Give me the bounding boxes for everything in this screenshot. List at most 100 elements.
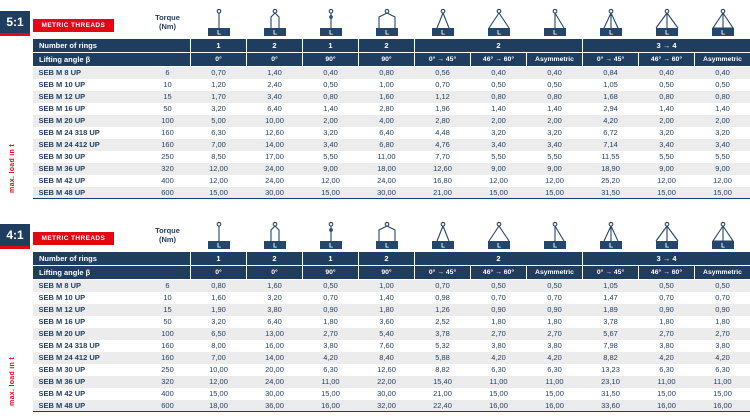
product-name: SEB M 12 UP	[38, 305, 86, 314]
rings-count: 1	[190, 38, 247, 53]
product-name: SEB M 20 UP	[38, 116, 86, 125]
load-value: 3,40	[715, 140, 730, 149]
load-value: 3,20	[211, 104, 226, 113]
lifting-angle-value: 0°	[246, 52, 303, 67]
load-value: 3,40	[267, 92, 282, 101]
load-value: 0,40	[659, 68, 674, 78]
load-value: 24,00	[377, 176, 396, 185]
load-value: 1,26	[435, 305, 450, 314]
load-value: 2,00	[659, 116, 674, 125]
load-value: 0,40	[715, 68, 730, 78]
load-value: 1,89	[603, 305, 618, 314]
multi-leg-46-60-icon: L	[638, 221, 695, 252]
load-value: 1,60	[211, 293, 226, 302]
svg-text:L: L	[385, 30, 389, 37]
torque-value: 600	[161, 187, 174, 197]
load-value: 14,00	[265, 353, 284, 362]
multi-leg-0-45-icon: L	[582, 8, 639, 39]
lifting-angle-value: 0° → 45°	[414, 52, 471, 67]
load-value: 1,80	[659, 317, 674, 326]
torque-value: 10	[163, 80, 172, 89]
load-value: 12,00	[209, 176, 228, 185]
load-value: 5,40	[379, 329, 394, 338]
load-value: 16,80	[433, 176, 452, 185]
load-value: 30,00	[377, 389, 396, 398]
load-value: 12,00	[657, 176, 676, 185]
load-value: 9,00	[715, 164, 730, 173]
load-value: 1,80	[715, 317, 730, 326]
svg-text:L: L	[385, 243, 389, 250]
load-value: 0,40	[491, 68, 506, 78]
load-value: 6,40	[267, 317, 282, 326]
load-value: 0,70	[659, 293, 674, 302]
ratio-badge: 4:1	[0, 224, 30, 249]
table-row: SEB M 24 412 UP 160 7,00 14,00 3,40 6,80 4,76 3…	[32, 138, 750, 151]
multi-leg-46-60-icon: L	[638, 8, 695, 39]
load-value: 16,00	[321, 400, 340, 410]
table-row: SEB M 8 UP 6 0,80 1,60 0,50 1,00 0,70 0,50 0,50 1…	[32, 279, 750, 292]
load-value: 20,00	[265, 365, 284, 374]
load-value: 1,96	[435, 104, 450, 113]
table-row: SEB M 12 UP 15 1,90 3,80 0,90 1,80 1,26 0,90 0,9…	[32, 303, 750, 316]
torque-header: Torque (Nm)	[144, 8, 191, 39]
load-value: 5,67	[603, 329, 618, 338]
load-value: 6,30	[323, 365, 338, 374]
load-value: 3,40	[659, 140, 674, 149]
load-value: 0,50	[659, 281, 674, 291]
load-value: 22,00	[377, 377, 396, 386]
load-table-5to1: 5:1 max. load in t METRIC THREADS Torque …	[0, 8, 750, 199]
load-value: 1,40	[491, 104, 506, 113]
load-value: 3,78	[435, 329, 450, 338]
number-of-rings-label: Number of rings	[32, 38, 191, 53]
rings-count: 1	[190, 251, 247, 266]
load-value: 1,40	[379, 293, 394, 302]
rings-count: 2	[414, 38, 583, 53]
load-value: 1,40	[715, 104, 730, 113]
load-value: 30,00	[265, 389, 284, 398]
product-name: SEB M 10 UP	[38, 293, 86, 302]
load-value: 0,40	[547, 68, 562, 78]
product-name: SEB M 12 UP	[38, 92, 86, 101]
load-value: 33,60	[601, 400, 620, 410]
load-value: 16,00	[489, 400, 508, 410]
load-value: 0,50	[491, 80, 506, 89]
lifting-angle-value: 46° → 60°	[470, 52, 527, 67]
load-value: 15,00	[321, 187, 340, 197]
lifting-angle-value: 46° → 60°	[470, 265, 527, 280]
load-value: 1,47	[603, 293, 618, 302]
torque-value: 400	[161, 389, 174, 398]
torque-value: 600	[161, 400, 174, 410]
rings-count: 2	[414, 251, 583, 266]
rings-count: 2	[358, 38, 415, 53]
product-name: SEB M 24 412 UP	[38, 353, 100, 362]
load-value: 0,80	[547, 92, 562, 101]
load-value: 6,40	[267, 104, 282, 113]
load-value: 23,10	[601, 377, 620, 386]
left-stripe: 4:1 max. load in t	[0, 221, 32, 412]
load-value: 6,40	[379, 128, 394, 137]
load-value: 0,56	[435, 68, 450, 78]
metric-threads-cell: METRIC THREADS	[32, 8, 145, 39]
table-row: SEB M 10 UP 10 1,60 3,20 0,70 1,40 0,98 0,70 0,7…	[32, 291, 750, 304]
load-value: 24,00	[265, 176, 284, 185]
load-value: 14,00	[265, 140, 284, 149]
table-row: SEB M 20 UP 100 5,00 10,00 2,00 4,00 2,80 2,00 2…	[32, 114, 750, 127]
torque-value: 320	[161, 377, 174, 386]
torque-value: 6	[165, 281, 170, 291]
load-value: 1,12	[435, 92, 450, 101]
load-value: 0,90	[659, 305, 674, 314]
load-value: 4,20	[547, 353, 562, 362]
two-leg-asymmetric-icon: L	[526, 8, 583, 39]
load-value: 1,70	[211, 92, 226, 101]
product-name: SEB M 48 UP	[38, 400, 86, 410]
load-value: 1,00	[379, 281, 394, 291]
load-value: 2,70	[323, 329, 338, 338]
torque-value: 320	[161, 164, 174, 173]
load-value: 18,00	[209, 400, 228, 410]
spec-table: METRIC THREADS Torque (Nm) L L L L L L L L L L Numbe…	[32, 221, 750, 412]
lifting-angle-value: 90°	[302, 52, 359, 67]
load-value: 1,05	[603, 281, 618, 291]
svg-text:L: L	[441, 30, 445, 37]
load-value: 30,00	[265, 187, 284, 197]
table-row: SEB M 30 UP 250 10,00 20,00 6,30 12,60 8,82 6,3…	[32, 363, 750, 376]
